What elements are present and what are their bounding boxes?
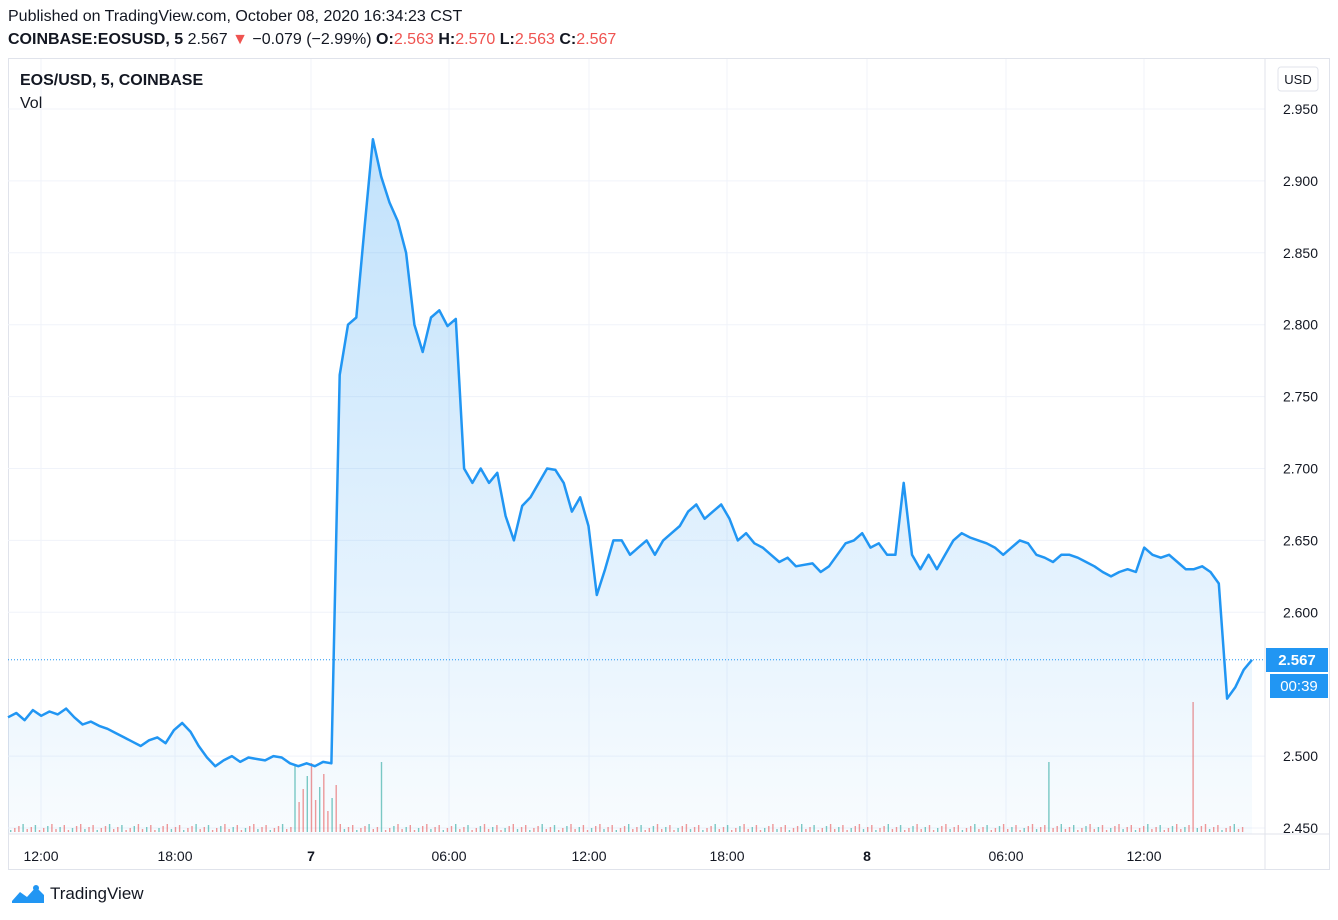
currency-button-label: USD: [1284, 72, 1311, 87]
legend-title: EOS/USD, 5, COINBASE: [20, 72, 204, 89]
symbol-label: COINBASE:EOSUSD, 5: [8, 31, 184, 48]
tradingview-logo-icon: [12, 885, 44, 903]
symbol-ohlc-line: COINBASE:EOSUSD, 5 2.567 ▼ −0.079 (−2.99…: [8, 31, 616, 49]
price-tick-label: 2.850: [1283, 245, 1318, 261]
time-tick-label: 8: [863, 848, 871, 864]
time-tick-label: 06:00: [988, 848, 1023, 864]
chart-frame: [8, 58, 1330, 870]
time-tick-label: 18:00: [709, 848, 744, 864]
currency-button[interactable]: USD: [1277, 66, 1319, 92]
low-value: 2.563: [514, 31, 555, 48]
price-tick-label: 2.700: [1283, 461, 1318, 477]
price-tick-label: 2.750: [1283, 389, 1318, 405]
time-tick-label: 12:00: [23, 848, 58, 864]
price-tick-label: 2.650: [1283, 532, 1318, 548]
countdown-label: 00:39: [1270, 674, 1328, 698]
open-value: 2.563: [393, 31, 434, 48]
change-value: −0.079 (−2.99%): [252, 31, 372, 48]
chart-legend: EOS/USD, 5, COINBASE: [20, 72, 203, 90]
countdown-label-value: 00:39: [1280, 678, 1318, 695]
time-tick-label: 7: [307, 848, 315, 864]
price-tick-label: 2.450: [1283, 820, 1318, 836]
price-line: [7, 137, 1253, 768]
last-price-label: 2.567: [1266, 648, 1328, 672]
time-tick-label: 12:00: [1126, 848, 1161, 864]
close-label: C:: [559, 31, 577, 48]
price-axis[interactable]: 2.950 2.900 2.850 2.800 2.750 2.700 2.650 2.600…: [1283, 101, 1318, 836]
time-tick-label: 18:00: [157, 848, 192, 864]
tradingview-brand: TradingView: [50, 884, 144, 903]
price-tick-label: 2.600: [1283, 604, 1318, 620]
price-tick-label: 2.500: [1283, 748, 1318, 764]
last-price-label-value: 2.567: [1278, 652, 1316, 669]
tradingview-logo[interactable]: TradingView: [10, 884, 144, 904]
price-tick-label: 2.950: [1283, 101, 1318, 117]
high-value: 2.570: [455, 31, 496, 48]
price-tick-label: 2.900: [1283, 173, 1318, 189]
time-axis[interactable]: 12:00 18:00 7 06:00 12:00 18:00 8 06:00 12:00: [23, 848, 1161, 864]
down-arrow-icon: ▼: [232, 31, 248, 48]
low-label: L:: [499, 31, 515, 48]
volume-legend: Vol: [20, 95, 43, 112]
open-label: O:: [376, 31, 394, 48]
last-price: 2.567: [187, 31, 228, 48]
price-area: [8, 139, 1252, 834]
time-tick-label: 12:00: [571, 848, 606, 864]
published-caption: Published on TradingView.com, October 08…: [8, 8, 463, 25]
time-tick-label: 06:00: [431, 848, 466, 864]
price-tick-label: 2.800: [1283, 317, 1318, 333]
high-label: H:: [438, 31, 456, 48]
close-value: 2.567: [576, 31, 617, 48]
